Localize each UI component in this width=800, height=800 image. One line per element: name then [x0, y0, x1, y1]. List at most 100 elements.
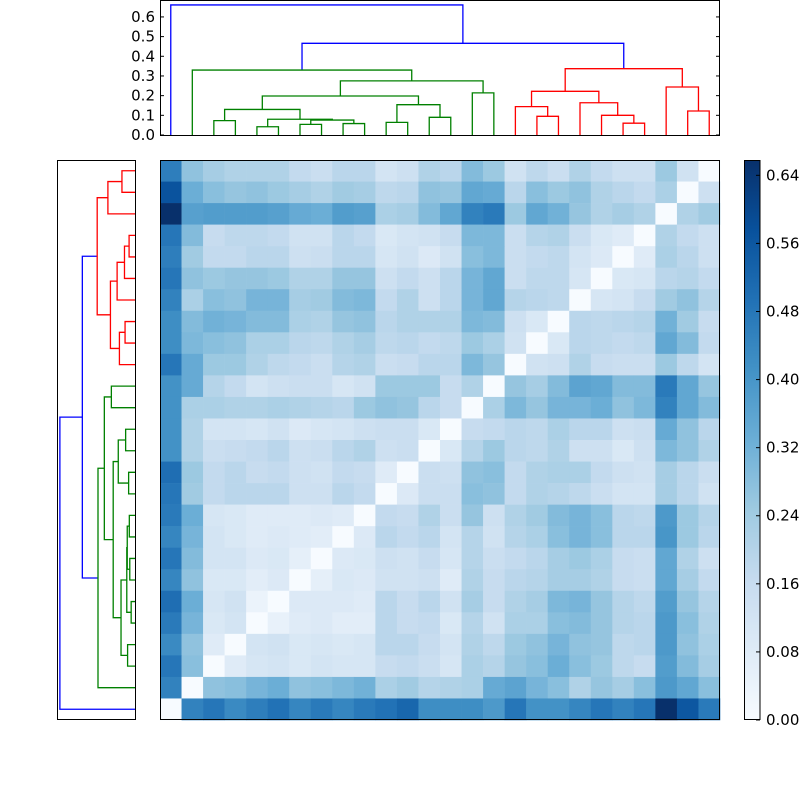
heatmap-cell — [461, 332, 484, 355]
heatmap-cell — [396, 375, 419, 398]
heatmap-cell — [332, 698, 355, 721]
heatmap-cell — [418, 461, 441, 484]
heatmap-cell — [504, 633, 527, 656]
heatmap-cell — [418, 396, 441, 419]
heatmap-cell — [267, 332, 290, 355]
top-dendrogram-link — [170, 4, 464, 135]
heatmap-cell — [676, 676, 699, 699]
heatmap-cell — [310, 203, 333, 225]
heatmap-cell — [375, 547, 398, 570]
heatmap-cell — [633, 483, 656, 505]
heatmap-cell — [267, 267, 290, 290]
heatmap-cell — [418, 418, 441, 441]
heatmap-cell — [483, 590, 505, 613]
heatmap-cell — [224, 418, 247, 441]
heatmap-cell — [612, 698, 635, 721]
heatmap-cell — [160, 569, 182, 592]
heatmap-cell — [203, 203, 225, 225]
heatmap-cell — [504, 569, 527, 592]
heatmap-cell — [246, 396, 268, 419]
heatmap-cell — [612, 246, 635, 268]
heatmap-cell — [332, 461, 355, 484]
heatmap-cell — [612, 181, 635, 204]
heatmap-cell — [440, 375, 462, 398]
heatmap-cell — [698, 310, 721, 333]
heatmap-cell — [698, 246, 721, 268]
heatmap-cell — [181, 396, 204, 419]
colorbar-tick-label: 0.64 — [766, 166, 799, 184]
heatmap-cell — [289, 655, 312, 678]
heatmap-cell — [224, 504, 247, 527]
heatmap-cell — [289, 676, 312, 699]
heatmap-cell — [461, 160, 484, 182]
heatmap-cell — [569, 246, 592, 268]
colorbar-tick-label: 0.16 — [766, 575, 799, 593]
heatmap-cell — [483, 396, 505, 419]
top-dendrogram-link — [579, 102, 619, 135]
heatmap-cell — [375, 353, 398, 376]
heatmap-cell — [612, 526, 635, 548]
heatmap-cell — [181, 612, 204, 635]
heatmap-cell — [590, 461, 613, 484]
heatmap-cell — [375, 676, 398, 699]
heatmap-cell — [310, 504, 333, 527]
heatmap-cell — [160, 375, 182, 398]
left-dendrogram-link — [126, 525, 130, 570]
heatmap-cell — [310, 698, 333, 721]
heatmap-cell — [633, 310, 656, 333]
heatmap-cell — [698, 590, 721, 613]
heatmap-cell — [332, 483, 355, 505]
heatmap-cell — [655, 547, 678, 570]
heatmap-cell — [655, 569, 678, 592]
heatmap-cell — [612, 332, 635, 355]
heatmap-cell — [633, 160, 656, 182]
heatmap-cell — [289, 160, 312, 182]
heatmap-cell — [483, 504, 505, 527]
heatmap-cell — [676, 698, 699, 721]
heatmap-cell — [375, 526, 398, 548]
heatmap-cell — [310, 246, 333, 268]
top-dendrogram-link — [622, 122, 646, 135]
heatmap-cell — [461, 483, 484, 505]
heatmap-cell — [396, 676, 419, 699]
heatmap-cell — [655, 332, 678, 355]
heatmap-cell — [224, 160, 247, 182]
heatmap-cell — [612, 569, 635, 592]
heatmap-cell — [440, 160, 462, 182]
heatmap-cell — [332, 590, 355, 613]
heatmap-cell — [418, 267, 441, 290]
heatmap-cell — [676, 353, 699, 376]
heatmap-cell — [418, 590, 441, 613]
heatmap-cell — [547, 633, 570, 656]
heatmap-cell — [590, 633, 613, 656]
heatmap-cell — [461, 310, 484, 333]
heatmap-cell — [418, 633, 441, 656]
heatmap-cell — [655, 224, 678, 247]
heatmap-cell — [461, 267, 484, 290]
heatmap-cell — [612, 461, 635, 484]
heatmap-cell — [267, 160, 290, 182]
heatmap-cell — [698, 160, 721, 182]
heatmap-cell — [655, 418, 678, 441]
heatmap-cell — [375, 504, 398, 527]
heatmap-cell — [504, 289, 527, 312]
heatmap-cell — [569, 547, 592, 570]
heatmap-cell — [504, 203, 527, 225]
heatmap-cell — [332, 526, 355, 548]
heatmap-cell — [160, 547, 182, 570]
heatmap-cell — [440, 612, 462, 635]
heatmap-cell — [590, 676, 613, 699]
heatmap-cell — [332, 504, 355, 527]
heatmap-cell — [633, 569, 656, 592]
heatmap-cell — [440, 181, 462, 204]
heatmap-cell — [590, 181, 613, 204]
heatmap-cell — [526, 160, 548, 182]
heatmap-cell — [310, 440, 333, 462]
heatmap-cell — [267, 418, 290, 441]
heatmap-cell — [483, 547, 505, 570]
heatmap-cell — [461, 440, 484, 462]
heatmap-cell — [224, 547, 247, 570]
heatmap-cell — [569, 676, 592, 699]
heatmap-cell — [569, 418, 592, 441]
heatmap-cell — [590, 224, 613, 247]
